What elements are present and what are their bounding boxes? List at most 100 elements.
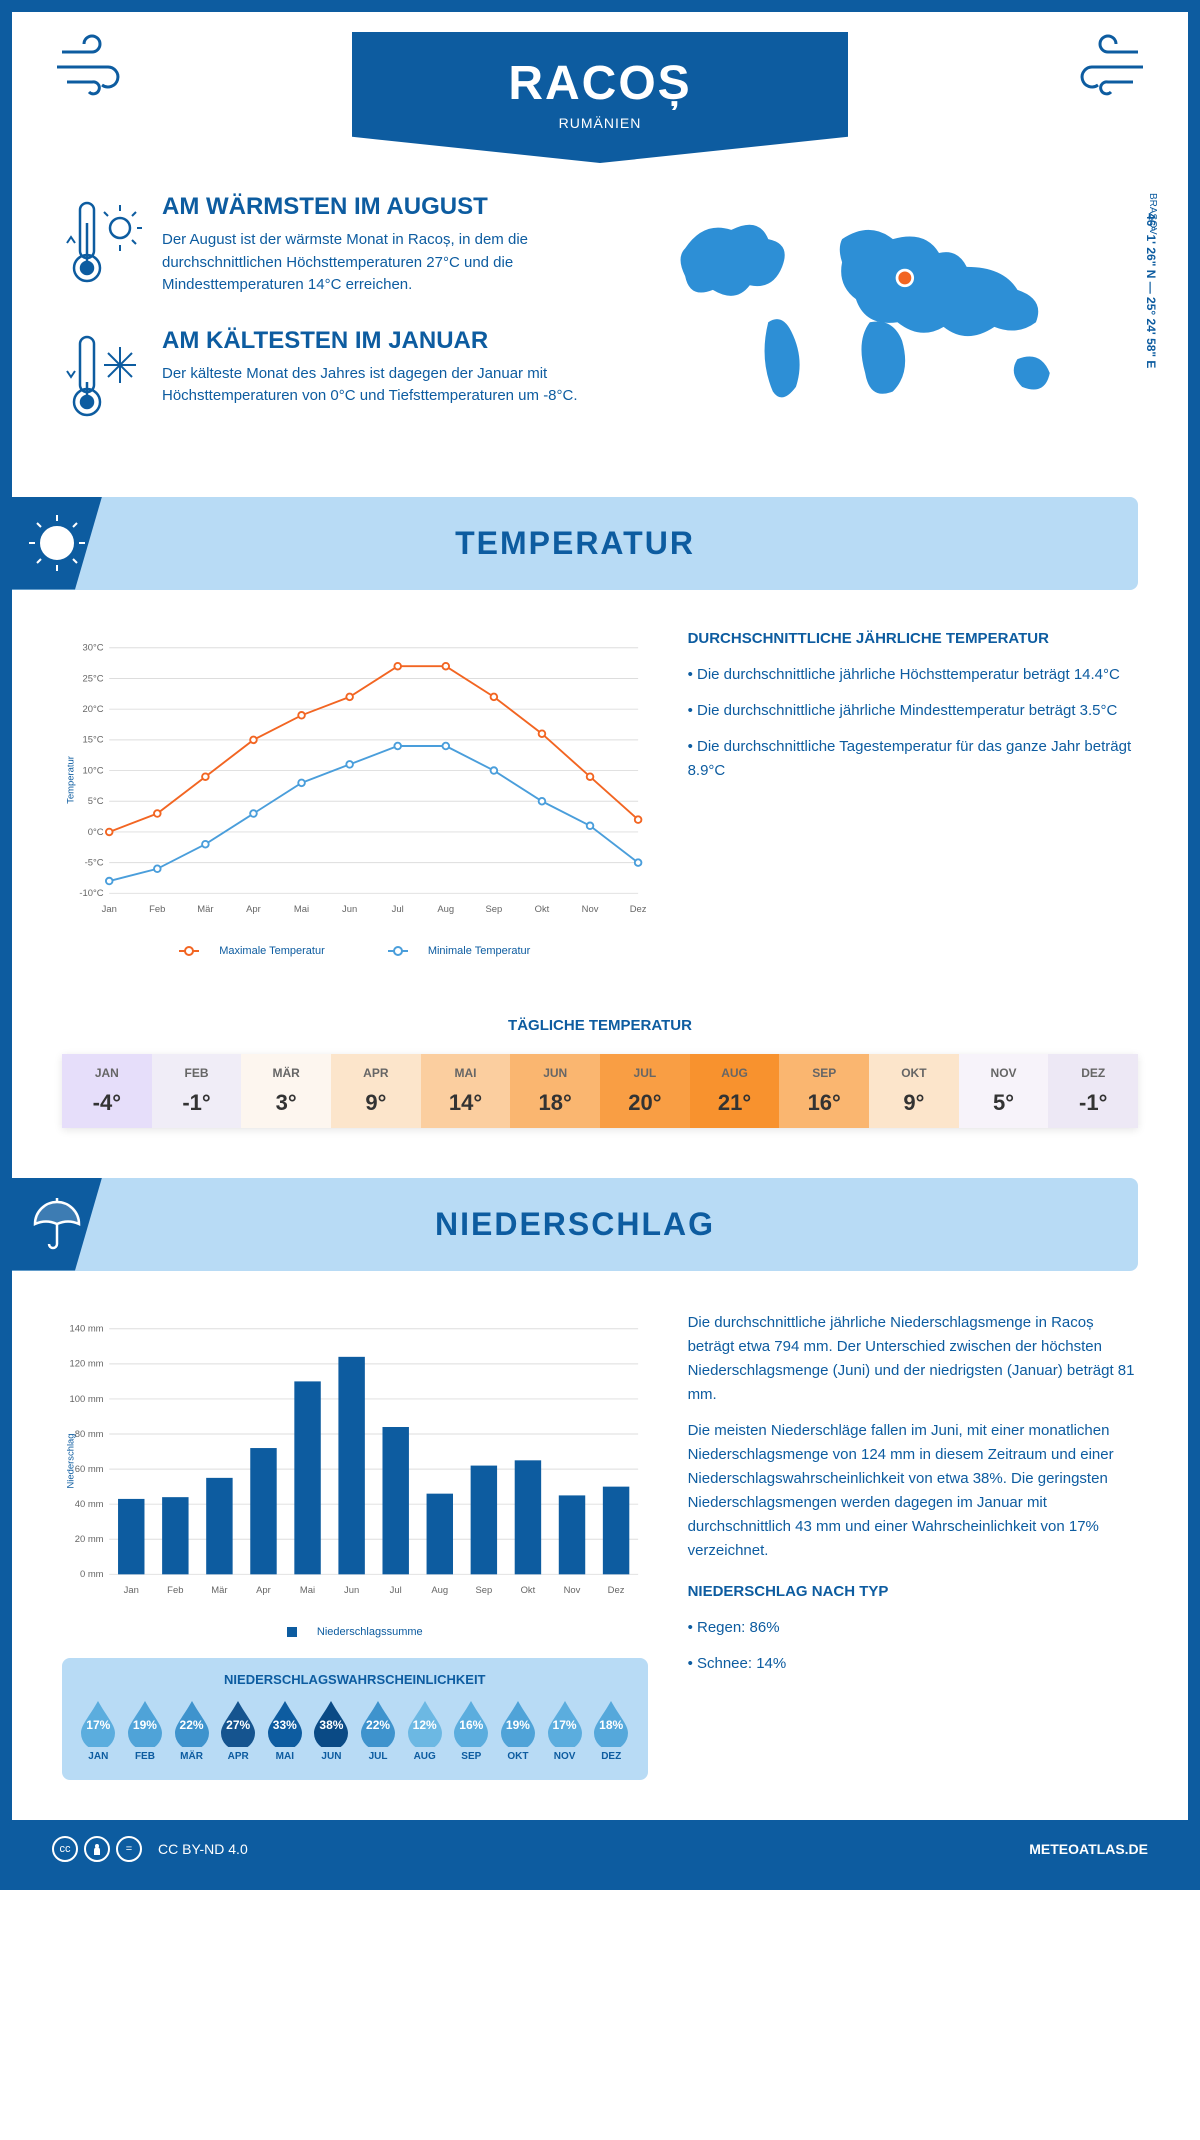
wind-icon <box>1048 32 1148 102</box>
precip-section-header: NIEDERSCHLAG <box>12 1178 1138 1271</box>
svg-text:Sep: Sep <box>485 904 502 915</box>
nd-icon: = <box>116 1836 142 1862</box>
temp-cell: MAI14° <box>421 1054 511 1128</box>
svg-text:Jan: Jan <box>124 1585 139 1596</box>
page-footer: cc = CC BY-ND 4.0 METEOATLAS.DE <box>12 1820 1188 1878</box>
precip-para-1: Die durchschnittliche jährliche Niedersc… <box>688 1311 1138 1407</box>
temp-cell: SEP16° <box>779 1054 869 1128</box>
svg-text:Nov: Nov <box>564 1585 581 1596</box>
svg-text:Jan: Jan <box>102 904 117 915</box>
svg-text:100 mm: 100 mm <box>69 1393 103 1404</box>
temp-section-header: TEMPERATUR <box>12 497 1138 590</box>
precipitation-bar-chart: 0 mm20 mm40 mm60 mm80 mm100 mm120 mm140 … <box>62 1311 648 1611</box>
daily-temp-title: TÄGLICHE TEMPERATUR <box>12 1017 1188 1034</box>
umbrella-icon <box>27 1194 87 1254</box>
svg-text:140 mm: 140 mm <box>69 1323 103 1334</box>
temp-cell: MÄR3° <box>241 1054 331 1128</box>
svg-text:Jul: Jul <box>392 904 404 915</box>
svg-text:Aug: Aug <box>431 1585 448 1596</box>
svg-text:Nov: Nov <box>582 904 599 915</box>
probability-drop: 16%SEP <box>451 1699 492 1762</box>
temp-text-line: • Die durchschnittliche jährliche Höchst… <box>688 663 1138 687</box>
svg-text:Sep: Sep <box>475 1585 492 1596</box>
warmest-text: Der August ist der wärmste Monat in Raco… <box>162 229 580 297</box>
coldest-text: Der kälteste Monat des Jahres ist dagege… <box>162 363 580 408</box>
probability-drop: 22%JUL <box>358 1699 399 1762</box>
location-title: RACOȘ <box>352 56 848 111</box>
by-icon <box>84 1836 110 1862</box>
svg-text:Feb: Feb <box>167 1585 183 1596</box>
svg-text:80 mm: 80 mm <box>75 1428 104 1439</box>
temperature-line-chart: -10°C-5°C0°C5°C10°C15°C20°C25°C30°CJanFe… <box>62 630 648 930</box>
temp-cell: DEZ-1° <box>1048 1054 1138 1128</box>
svg-text:Dez: Dez <box>630 904 647 915</box>
chart-legend: Maximale Temperatur Minimale Temperatur <box>62 945 648 957</box>
svg-text:20°C: 20°C <box>82 703 103 714</box>
svg-text:25°C: 25°C <box>82 673 103 684</box>
temp-cell: APR9° <box>331 1054 421 1128</box>
svg-text:Mai: Mai <box>294 904 309 915</box>
svg-text:5°C: 5°C <box>88 796 104 807</box>
temp-cell: JUN18° <box>510 1054 600 1128</box>
svg-text:Mär: Mär <box>197 904 213 915</box>
coldest-title: AM KÄLTESTEN IM JANUAR <box>162 327 580 355</box>
temp-section-title: TEMPERATUR <box>12 525 1138 562</box>
probability-title: NIEDERSCHLAGSWAHRSCHEINLICHKEIT <box>78 1672 632 1687</box>
probability-drop: 19%FEB <box>125 1699 166 1762</box>
precip-type-line: • Schnee: 14% <box>688 1652 1138 1676</box>
precip-section-title: NIEDERSCHLAG <box>12 1206 1138 1243</box>
svg-text:Jun: Jun <box>342 904 357 915</box>
probability-drop: 33%MAI <box>265 1699 306 1762</box>
bar-legend: Niederschlagssumme <box>62 1626 648 1638</box>
svg-text:Mär: Mär <box>211 1585 227 1596</box>
svg-text:Aug: Aug <box>437 904 454 915</box>
probability-drop: 17%NOV <box>544 1699 585 1762</box>
svg-text:0°C: 0°C <box>88 826 104 837</box>
svg-text:Dez: Dez <box>608 1585 625 1596</box>
svg-text:Okt: Okt <box>535 904 550 915</box>
cc-icon: cc <box>52 1836 78 1862</box>
site-name: METEOATLAS.DE <box>1029 1841 1148 1857</box>
temp-text-line: • Die durchschnittliche jährliche Mindes… <box>688 699 1138 723</box>
svg-text:15°C: 15°C <box>82 734 103 745</box>
temp-cell: JUL20° <box>600 1054 690 1128</box>
sun-icon <box>27 513 87 573</box>
warmest-title: AM WÄRMSTEN IM AUGUST <box>162 193 580 221</box>
svg-text:Jul: Jul <box>390 1585 402 1596</box>
svg-text:Jun: Jun <box>344 1585 359 1596</box>
probability-box: NIEDERSCHLAGSWAHRSCHEINLICHKEIT 17%JAN19… <box>62 1658 648 1780</box>
svg-text:Niederschlag: Niederschlag <box>65 1433 76 1488</box>
precip-type-line: • Regen: 86% <box>688 1616 1138 1640</box>
license-text: CC BY-ND 4.0 <box>158 1841 248 1857</box>
probability-drop: 27%APR <box>218 1699 259 1762</box>
svg-text:30°C: 30°C <box>82 642 103 653</box>
svg-text:Temperatur: Temperatur <box>65 756 76 804</box>
svg-text:40 mm: 40 mm <box>75 1499 104 1510</box>
thermometer-cold-icon <box>62 327 142 427</box>
precip-type-heading: NIEDERSCHLAG NACH TYP <box>688 1583 1138 1600</box>
svg-text:Apr: Apr <box>256 1585 271 1596</box>
svg-text:60 mm: 60 mm <box>75 1463 104 1474</box>
wind-icon <box>52 32 152 102</box>
probability-drop: 12%AUG <box>404 1699 445 1762</box>
temp-cell: FEB-1° <box>152 1054 242 1128</box>
svg-text:Apr: Apr <box>246 904 261 915</box>
svg-text:20 mm: 20 mm <box>75 1534 104 1545</box>
svg-text:-5°C: -5°C <box>85 857 104 868</box>
country-subtitle: RUMÄNIEN <box>352 115 848 131</box>
svg-text:Okt: Okt <box>521 1585 536 1596</box>
svg-text:Mai: Mai <box>300 1585 315 1596</box>
probability-drop: 17%JAN <box>78 1699 119 1762</box>
temp-cell: JAN-4° <box>62 1054 152 1128</box>
svg-text:10°C: 10°C <box>82 765 103 776</box>
world-map <box>620 193 1138 433</box>
temp-text-heading: DURCHSCHNITTLICHE JÄHRLICHE TEMPERATUR <box>688 630 1138 647</box>
thermometer-hot-icon <box>62 193 142 293</box>
temp-cell: AUG21° <box>690 1054 780 1128</box>
probability-drop: 38%JUN <box>311 1699 352 1762</box>
coordinates: 46° 1' 26" N — 25° 24' 58" E <box>1144 213 1158 368</box>
probability-drop: 19%OKT <box>498 1699 539 1762</box>
svg-text:-10°C: -10°C <box>79 888 103 899</box>
probability-drop: 18%DEZ <box>591 1699 632 1762</box>
temp-cell: NOV5° <box>959 1054 1049 1128</box>
